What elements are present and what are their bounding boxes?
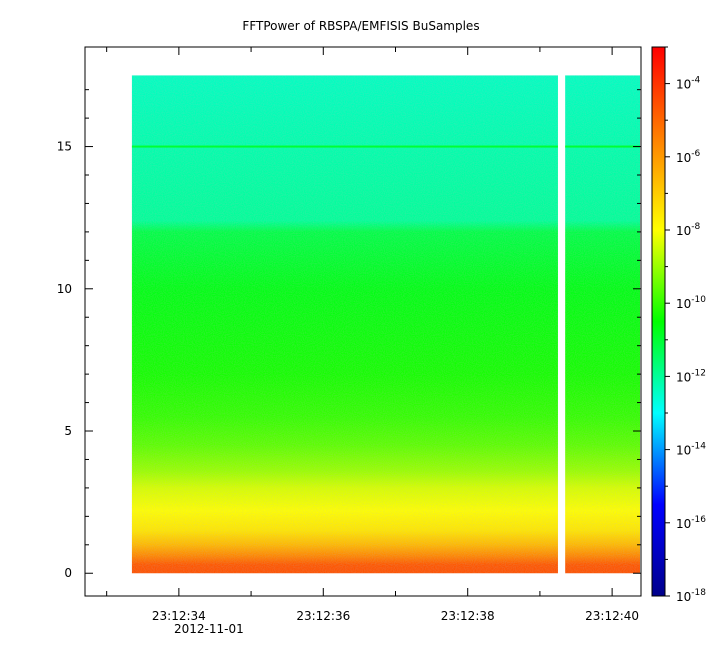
colorbar-tick-label: 10-18: [676, 588, 706, 604]
colorbar-tick-base: 10: [676, 590, 691, 604]
colorbar-tick-exponent: -10: [691, 295, 706, 305]
heatmap-line-feature: [131, 145, 558, 148]
colorbar-tick-base: 10: [676, 517, 691, 531]
chart-title: FFTPower of RBSPA/EMFISIS BuSamples: [242, 19, 479, 33]
colorbar-tick-exponent: -14: [691, 442, 706, 452]
colorbar-tick-base: 10: [676, 78, 691, 92]
colorbar-tick-label: 10-10: [676, 295, 706, 311]
colorbar-tick-label: 10-8: [676, 222, 701, 238]
colorbar-tick-base: 10: [676, 297, 691, 311]
colorbar-tick-exponent: -16: [691, 515, 706, 525]
colorbar-tick-exponent: -8: [691, 222, 700, 232]
heatmap-noise: [131, 75, 558, 574]
colorbar-tick-exponent: -18: [691, 588, 706, 598]
y-axis: 0 5 10 15: [57, 89, 641, 580]
spectrogram-heatmap: [131, 75, 640, 574]
y-tick-label: 15: [57, 140, 72, 154]
x-tick-label: 23:12:34: [152, 609, 206, 623]
x-axis: 23:12:34 23:12:36 23:12:38 23:12:40: [106, 47, 639, 623]
colorbar-tick-label: 10-12: [676, 368, 706, 384]
x-tick-label: 23:12:40: [585, 609, 639, 623]
x-tick-label: 23:12:36: [296, 609, 350, 623]
heatmap-line-feature: [565, 145, 640, 148]
y-tick-label: 5: [64, 424, 72, 438]
y-tick-label: 0: [64, 566, 72, 580]
colorbar-tick-exponent: -12: [691, 368, 706, 378]
colorbar-tick-label: 10-4: [676, 76, 701, 92]
heatmap-noise: [565, 75, 640, 574]
colorbar-tick-exponent: -4: [691, 76, 700, 86]
colorbar-tick-base: 10: [676, 151, 691, 165]
colorbar-tick-label: 10-16: [676, 515, 706, 531]
x-axis-date-label: 2012-11-01: [174, 622, 244, 636]
colorbar-tick-label: 10-6: [676, 149, 701, 165]
y-tick-label: 10: [57, 282, 72, 296]
x-tick-label: 23:12:38: [441, 609, 495, 623]
colorbar-tick-base: 10: [676, 370, 691, 384]
colorbar-tick-label: 10-14: [676, 442, 706, 458]
colorbar-tick-base: 10: [676, 444, 691, 458]
colorbar: [651, 46, 666, 597]
colorbar-tick-base: 10: [676, 224, 691, 238]
colorbar-tick-exponent: -6: [691, 149, 700, 159]
